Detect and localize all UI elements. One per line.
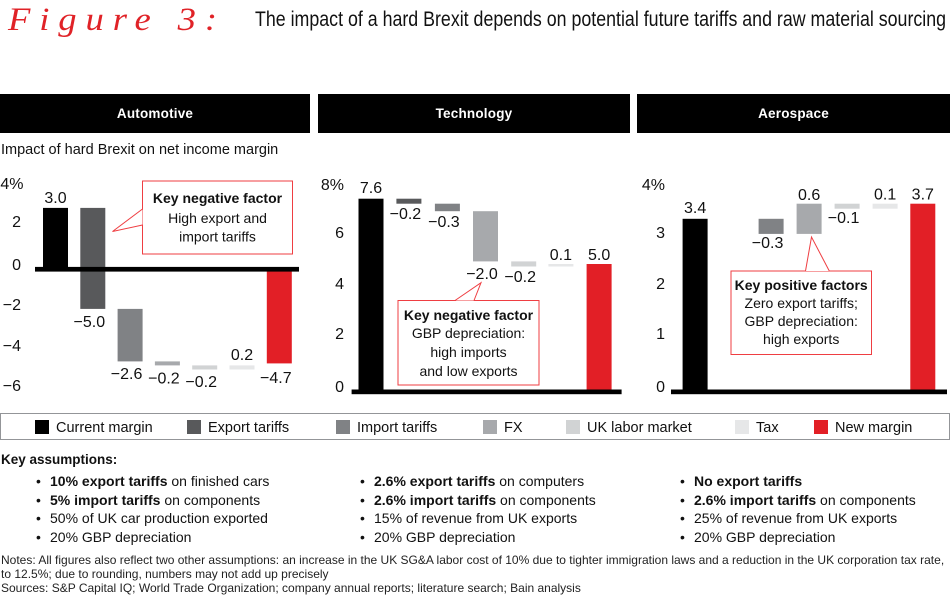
svg-text:2: 2 [12, 214, 21, 231]
svg-text:GBP depreciation:: GBP depreciation: [412, 325, 525, 341]
svg-text:0.6: 0.6 [798, 187, 820, 204]
svg-text:−0.2: −0.2 [185, 374, 217, 391]
svg-text:4: 4 [335, 276, 344, 293]
svg-text:4%: 4% [0, 176, 23, 193]
svg-text:8%: 8% [321, 177, 344, 194]
svg-text:Key negative factor: Key negative factor [153, 190, 283, 206]
svg-text:high imports: high imports [430, 344, 506, 360]
svg-text:Key negative factor: Key negative factor [404, 307, 534, 323]
svg-text:import tariffs: import tariffs [179, 229, 256, 245]
svg-text:−0.2: −0.2 [148, 371, 180, 388]
svg-text:GBP depreciation:: GBP depreciation: [745, 313, 858, 329]
svg-text:Key positive factors: Key positive factors [735, 277, 868, 293]
svg-text:−0.2: −0.2 [390, 206, 422, 223]
svg-text:0: 0 [656, 379, 665, 396]
svg-text:4%: 4% [642, 177, 665, 194]
svg-text:−4: −4 [3, 338, 21, 355]
svg-text:−2: −2 [3, 297, 21, 314]
svg-text:−0.3: −0.3 [752, 235, 784, 252]
svg-text:2: 2 [656, 276, 665, 293]
svg-text:−4.7: −4.7 [260, 370, 292, 387]
svg-text:7.6: 7.6 [360, 180, 382, 197]
svg-text:0: 0 [335, 379, 344, 396]
svg-text:1: 1 [656, 326, 665, 343]
svg-text:−5.0: −5.0 [74, 314, 106, 331]
svg-text:−2.0: −2.0 [466, 266, 498, 283]
svg-text:0.2: 0.2 [231, 347, 253, 364]
svg-text:New margin: New margin [835, 420, 912, 436]
svg-text:3.7: 3.7 [912, 187, 934, 204]
svg-text:Import tariffs: Import tariffs [357, 420, 437, 436]
svg-text:−2.6: −2.6 [111, 366, 143, 383]
svg-text:−0.1: −0.1 [828, 210, 860, 227]
svg-text:Current margin: Current margin [56, 420, 153, 436]
svg-text:−6: −6 [3, 378, 21, 395]
svg-text:Tax: Tax [756, 420, 779, 436]
svg-text:2: 2 [335, 326, 344, 343]
svg-text:UK labor market: UK labor market [587, 420, 692, 436]
svg-text:5.0: 5.0 [588, 247, 610, 264]
svg-text:0.1: 0.1 [874, 187, 896, 204]
svg-text:3.4: 3.4 [684, 200, 706, 217]
svg-text:−0.3: −0.3 [428, 214, 460, 231]
svg-text:high exports: high exports [763, 331, 839, 347]
svg-text:3.0: 3.0 [44, 190, 66, 207]
svg-text:FX: FX [504, 420, 523, 436]
svg-text:Zero export tariffs;: Zero export tariffs; [745, 295, 858, 311]
svg-text:High export and: High export and [168, 210, 267, 226]
svg-text:and low exports: and low exports [419, 363, 517, 379]
svg-text:3: 3 [656, 225, 665, 242]
svg-text:6: 6 [335, 225, 344, 242]
svg-text:Export tariffs: Export tariffs [208, 420, 289, 436]
svg-text:0.1: 0.1 [550, 247, 572, 264]
svg-text:0: 0 [12, 257, 21, 274]
svg-text:−0.2: −0.2 [504, 269, 536, 286]
